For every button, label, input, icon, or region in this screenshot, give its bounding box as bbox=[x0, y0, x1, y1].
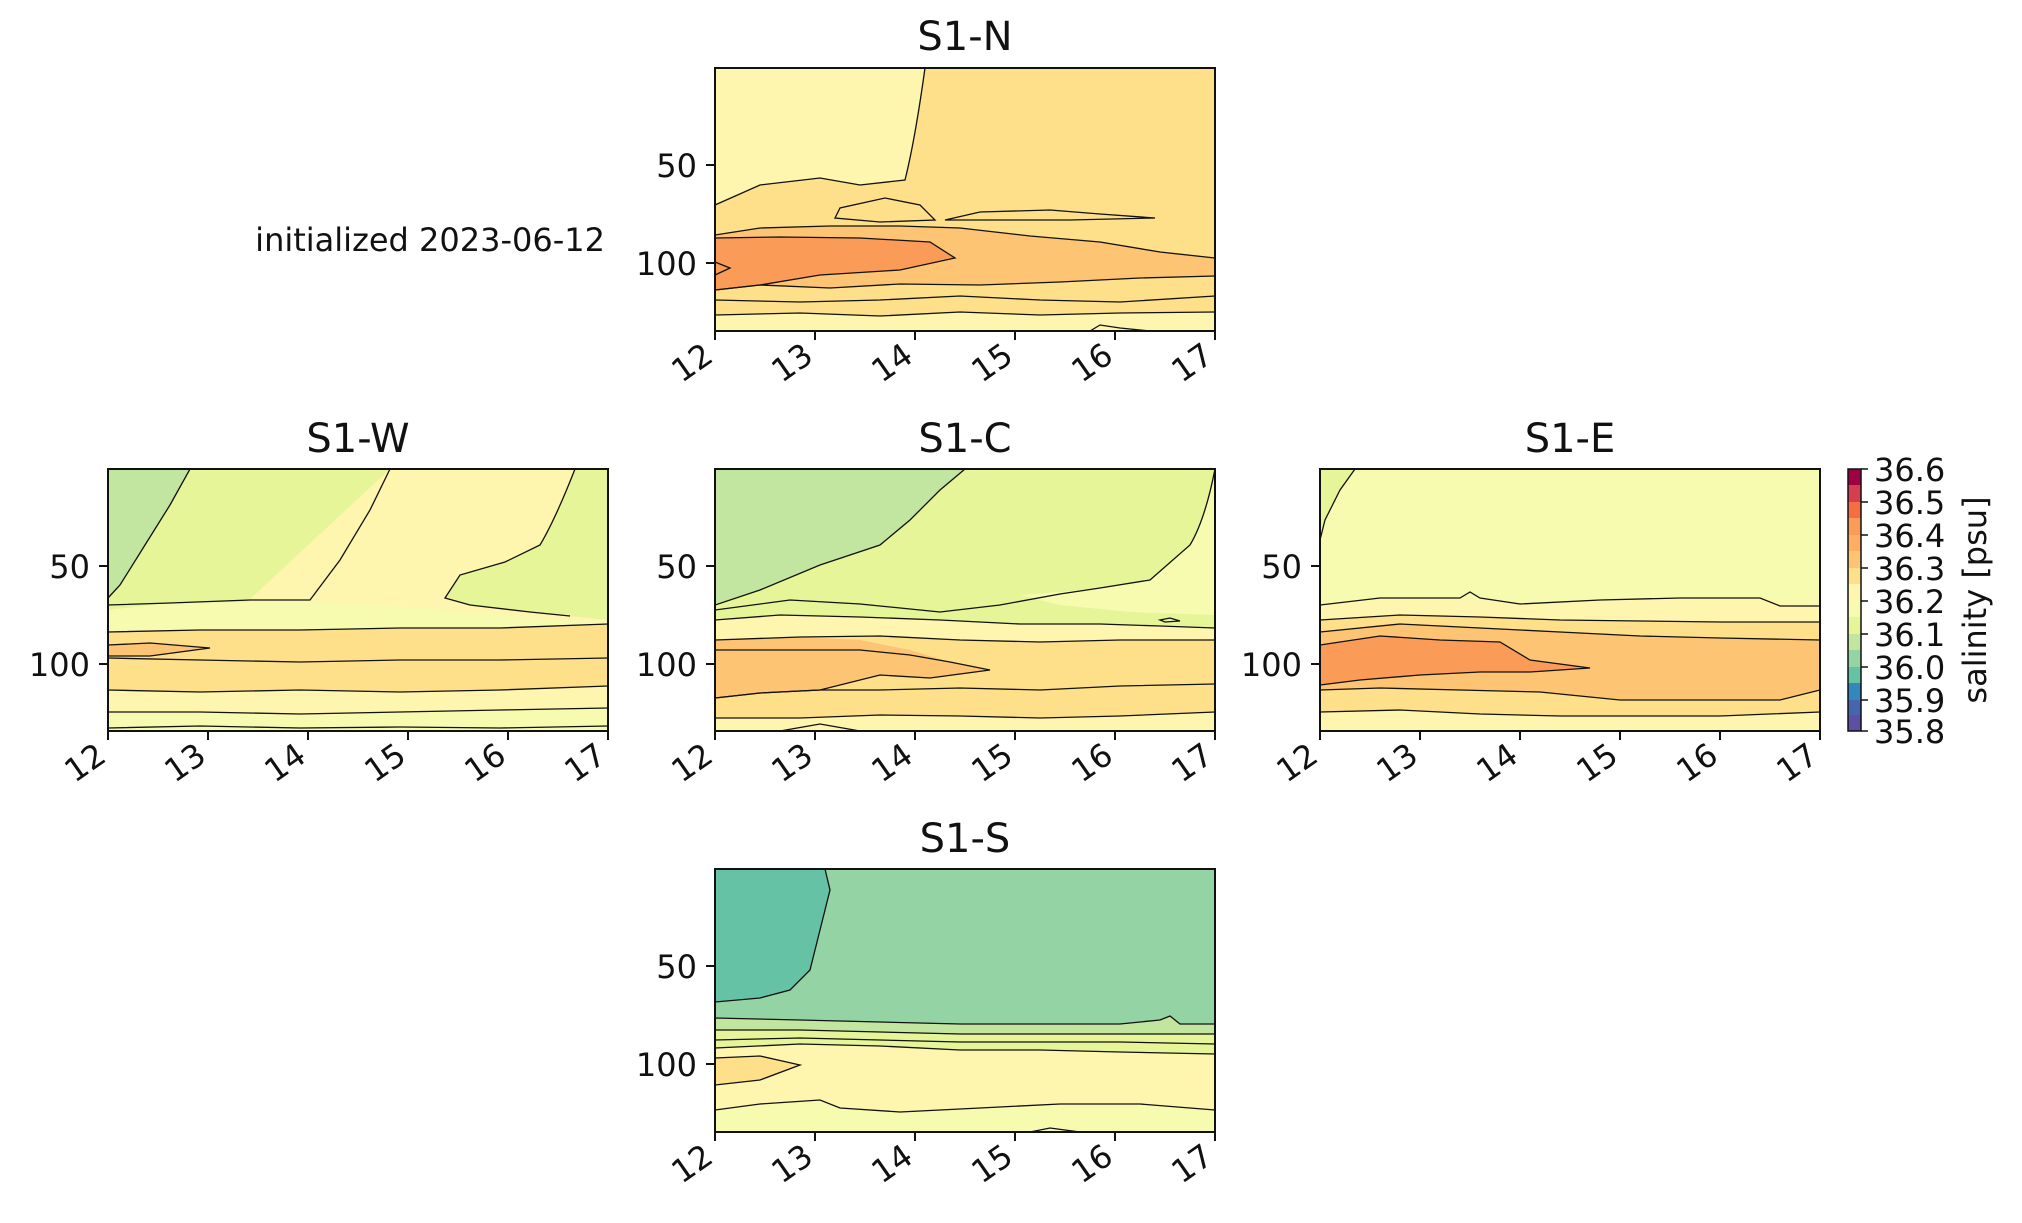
panel-s1-s: S1-S bbox=[636, 816, 1220, 1191]
band-s1-n-bottom bbox=[715, 312, 1215, 331]
x-tick-label: 17 bbox=[1164, 335, 1219, 389]
panel-title-s1-n: S1-N bbox=[917, 14, 1012, 60]
y-ticks-s1-e bbox=[1311, 565, 1320, 665]
y-tick-label: 100 bbox=[636, 1046, 697, 1084]
contour-fill-s1-e bbox=[1320, 469, 1820, 731]
x-tick-label: 15 bbox=[964, 1136, 1019, 1190]
x-tick-label: 17 bbox=[1769, 735, 1824, 789]
colorbar-ticks bbox=[1861, 468, 1868, 732]
x-tick-label: 16 bbox=[1064, 735, 1119, 789]
x-tick-label: 13 bbox=[764, 735, 819, 789]
x-tick-label: 13 bbox=[764, 1136, 819, 1190]
panel-title-s1-w: S1-W bbox=[306, 416, 409, 462]
axes-frame-s1-e bbox=[1319, 468, 1821, 732]
x-tick-label: 15 bbox=[1569, 735, 1624, 789]
axes-frame-s1-c bbox=[714, 468, 1216, 732]
colorbar-tick-label: 35.8 bbox=[1874, 713, 1945, 751]
panel-s1-e: S1-E bbox=[1241, 416, 1825, 790]
x-tick-label: 16 bbox=[457, 735, 512, 789]
contour-fill-s1-s bbox=[715, 869, 1215, 1132]
y-tick-label: 100 bbox=[1241, 646, 1302, 684]
contour-fill-s1-n bbox=[715, 68, 1215, 331]
x-tick-label: 12 bbox=[664, 335, 719, 389]
y-tick-label: 50 bbox=[656, 548, 697, 586]
y-ticks-s1-n bbox=[706, 164, 715, 264]
axes-frame-s1-w bbox=[107, 468, 609, 732]
x-tick-label: 16 bbox=[1669, 735, 1724, 789]
x-ticks-s1-e bbox=[1319, 731, 1821, 740]
y-tick-label: 50 bbox=[1261, 548, 1302, 586]
x-tick-label: 14 bbox=[1469, 735, 1524, 789]
y-tick-label: 50 bbox=[656, 948, 697, 986]
y-tick-label: 100 bbox=[29, 646, 90, 684]
panel-title-s1-e: S1-E bbox=[1525, 416, 1616, 462]
x-tick-label: 15 bbox=[357, 735, 412, 789]
x-tick-label: 17 bbox=[1164, 1136, 1219, 1190]
x-tick-label: 13 bbox=[764, 335, 819, 389]
y-tick-label: 100 bbox=[636, 646, 697, 684]
axes-frame-s1-s bbox=[714, 868, 1216, 1133]
contour-fill-s1-w bbox=[108, 469, 608, 731]
x-tick-label: 15 bbox=[964, 735, 1019, 789]
axes-frame-s1-n bbox=[714, 67, 1216, 332]
x-tick-label: 14 bbox=[257, 735, 312, 789]
x-tick-label: 12 bbox=[57, 735, 112, 789]
y-ticks-s1-c bbox=[706, 565, 715, 665]
y-tick-label: 100 bbox=[636, 245, 697, 283]
colorbar-tick-label: 36.2 bbox=[1874, 583, 1945, 621]
x-tick-label: 15 bbox=[964, 335, 1019, 389]
x-tick-label: 14 bbox=[864, 735, 919, 789]
y-tick-label: 50 bbox=[49, 548, 90, 586]
x-tick-label: 16 bbox=[1064, 335, 1119, 389]
colorbar: 36.6 36.5 36.4 36.3 36.2 36.1 36.0 35.9 … bbox=[1847, 451, 1994, 751]
x-tick-label: 14 bbox=[864, 335, 919, 389]
colorbar-tick-label: 36.4 bbox=[1874, 517, 1945, 555]
x-ticks-s1-w bbox=[107, 731, 609, 740]
colorbar-tick-label: 36.6 bbox=[1874, 451, 1945, 489]
initialized-annotation: initialized 2023-06-12 bbox=[255, 221, 605, 259]
panel-s1-c: S1-C bbox=[636, 416, 1220, 790]
x-tick-label: 17 bbox=[1164, 735, 1219, 789]
x-tick-label: 13 bbox=[1369, 735, 1424, 789]
band-s1-n-fresh-top bbox=[715, 68, 925, 205]
colorbar-tick-label: 36.3 bbox=[1874, 550, 1945, 588]
x-tick-label: 12 bbox=[664, 1136, 719, 1190]
colorbar-swatches bbox=[1848, 469, 1861, 731]
colorbar-frame bbox=[1847, 468, 1862, 732]
colorbar-tick-label: 36.1 bbox=[1874, 616, 1945, 654]
colorbar-tick-label: 36.0 bbox=[1874, 649, 1945, 687]
x-tick-label: 12 bbox=[664, 735, 719, 789]
y-ticks-s1-w bbox=[99, 565, 108, 665]
panel-s1-n: S1-N bbox=[636, 14, 1220, 390]
panel-s1-w: S1-W bbox=[29, 416, 613, 790]
x-ticks-s1-c bbox=[714, 731, 1216, 740]
colorbar-tick-label: 35.9 bbox=[1874, 682, 1945, 720]
contour-fill-s1-c bbox=[715, 469, 1215, 731]
panel-title-s1-s: S1-S bbox=[920, 816, 1011, 862]
colorbar-axis-label: salinity [psu] bbox=[1956, 496, 1994, 703]
x-tick-label: 13 bbox=[157, 735, 212, 789]
x-ticks-s1-s bbox=[714, 1132, 1216, 1141]
x-tick-label: 14 bbox=[864, 1136, 919, 1190]
y-tick-label: 50 bbox=[656, 147, 697, 185]
x-tick-label: 17 bbox=[557, 735, 612, 789]
x-ticks-s1-n bbox=[714, 331, 1216, 340]
panel-title-s1-c: S1-C bbox=[918, 416, 1011, 462]
x-tick-label: 16 bbox=[1064, 1136, 1119, 1190]
x-tick-label: 12 bbox=[1269, 735, 1324, 789]
colorbar-tick-label: 36.5 bbox=[1874, 484, 1945, 522]
band-s1-n-core bbox=[715, 237, 955, 290]
y-ticks-s1-s bbox=[706, 965, 715, 1065]
